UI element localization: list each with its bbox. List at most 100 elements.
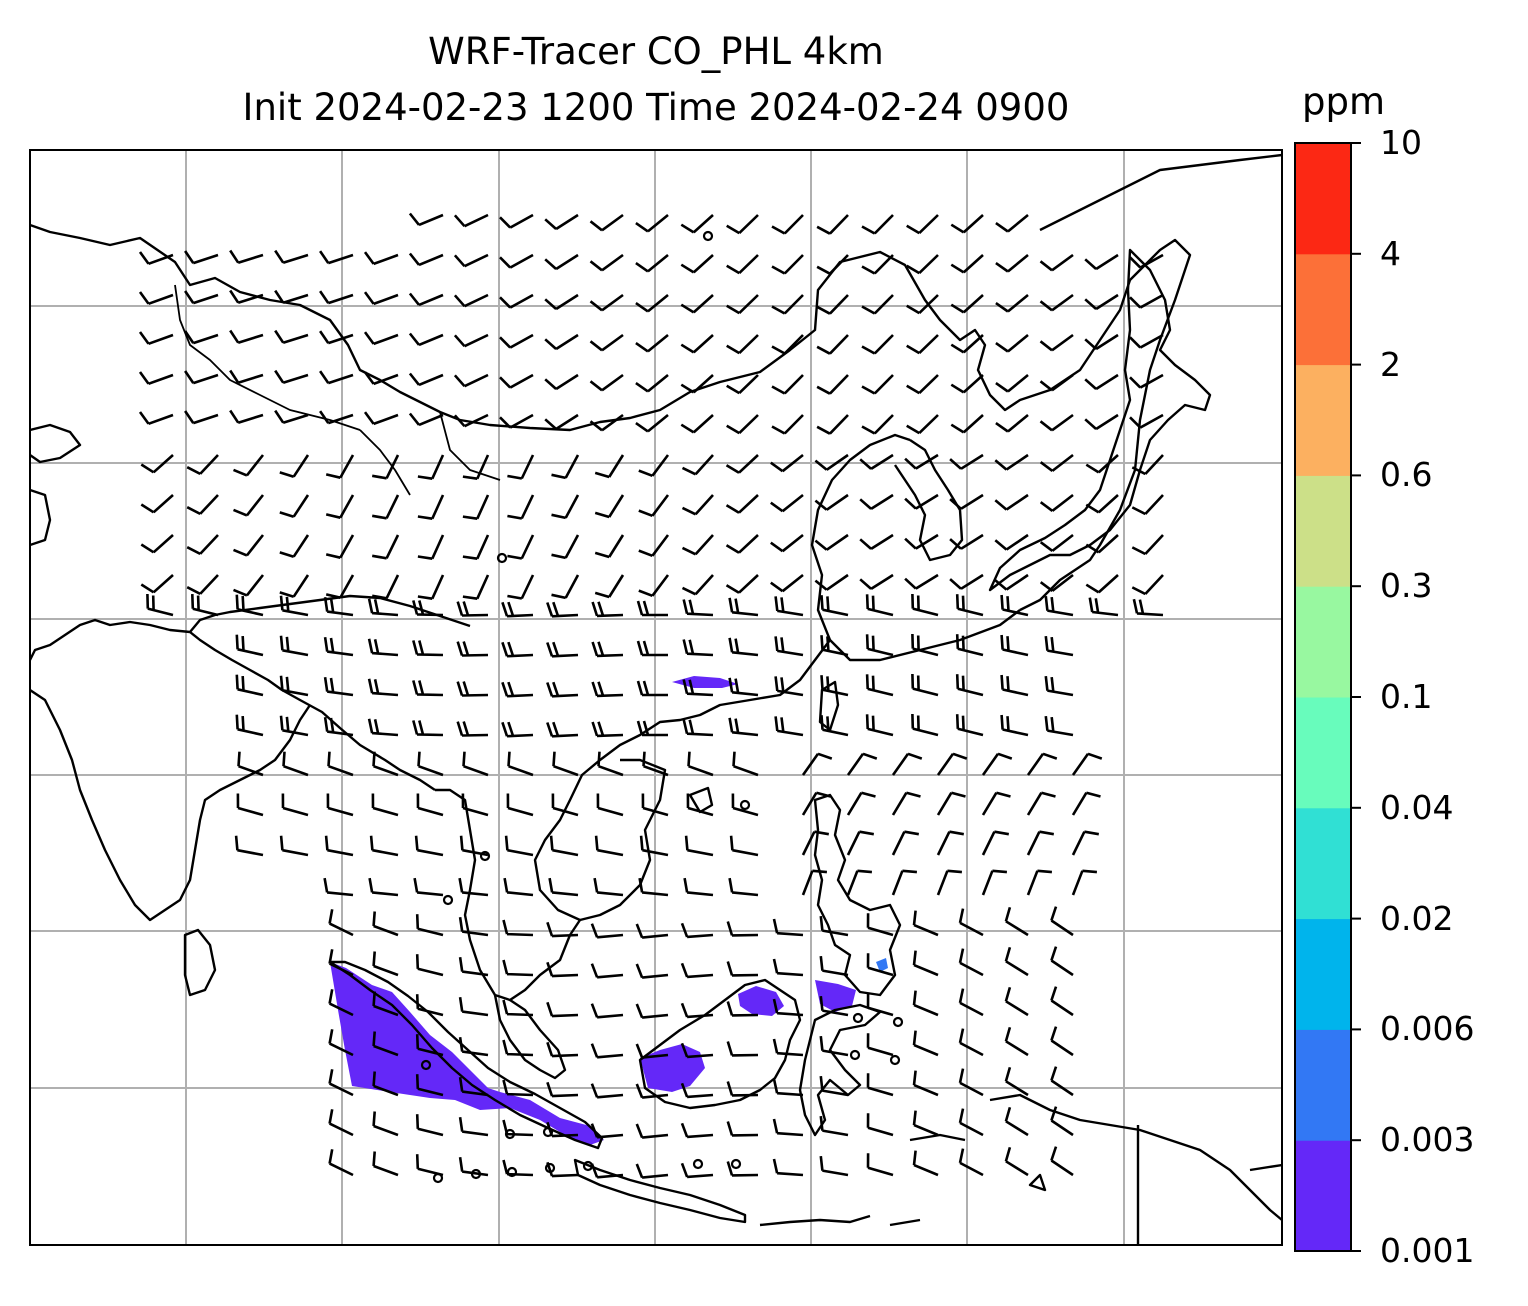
wind-barb	[372, 1151, 399, 1177]
wind-barb	[636, 720, 668, 737]
wind-barb	[949, 453, 984, 470]
wind-barb	[458, 1037, 489, 1057]
wind-barb	[1071, 830, 1100, 856]
wind-barb	[1039, 333, 1074, 352]
wind-barb	[638, 494, 670, 518]
wind-barb	[1039, 453, 1074, 472]
wind-barb	[412, 720, 444, 737]
calm-wind-circle	[470, 1168, 482, 1180]
wind-barb	[820, 635, 849, 657]
wind-barb	[502, 1119, 534, 1137]
colorbar-segment	[1295, 918, 1351, 1030]
wind-barb	[861, 214, 894, 235]
wind-barb	[506, 793, 534, 817]
colorbar-tick-label: 0.1	[1380, 677, 1433, 716]
wind-barb	[681, 494, 714, 516]
wind-barb	[816, 294, 849, 315]
wind-barb	[323, 877, 354, 897]
wind-barb	[728, 597, 759, 617]
wind-barb	[458, 997, 489, 1017]
wind-barb	[725, 574, 759, 594]
wind-barb	[728, 637, 759, 657]
wind-barb	[772, 918, 804, 937]
wind-barb	[415, 954, 444, 977]
wind-barb	[1039, 573, 1074, 592]
wind-barb	[502, 1039, 534, 1057]
wind-barb	[1039, 413, 1074, 432]
wind-barb	[684, 835, 714, 857]
wind-barb	[726, 294, 759, 315]
wind-barb	[772, 1078, 804, 1097]
tracer-plume-mindanao	[876, 958, 888, 972]
wind-barb	[680, 214, 714, 234]
wind-barb	[279, 494, 310, 518]
wind-barb	[408, 292, 444, 307]
wind-barb	[546, 921, 579, 938]
wind-barb	[819, 1115, 849, 1137]
wind-barb	[236, 793, 264, 817]
wind-barb	[138, 371, 174, 386]
wind-barb	[686, 793, 714, 817]
coastline-philippines	[813, 793, 902, 997]
wind-barb	[1131, 574, 1164, 596]
wind-barb	[1004, 946, 1029, 977]
wind-barb	[1026, 869, 1053, 896]
coastline-myanmar-bengal	[188, 594, 471, 791]
wind-barb	[772, 998, 804, 1017]
wind-barb	[417, 574, 445, 600]
wind-barb	[372, 951, 399, 977]
wind-barb	[274, 289, 309, 304]
wind-barb	[680, 334, 714, 354]
colorbar-tick-label: 0.3	[1380, 566, 1433, 606]
wind-barb	[1050, 1026, 1074, 1057]
calm-wind-circle	[496, 552, 508, 564]
calm-wind-markers	[420, 230, 904, 1184]
wind-barb	[726, 1081, 759, 1097]
wind-barb	[906, 374, 939, 395]
wind-barb	[1050, 1146, 1074, 1177]
wind-barbs	[138, 212, 1164, 1179]
wind-barb	[1026, 752, 1058, 776]
colorbar-tick-label: 0.6	[1380, 455, 1433, 495]
wind-barb	[279, 835, 309, 857]
wind-barb	[816, 374, 849, 395]
wind-barb	[866, 1073, 894, 1097]
wind-barb	[732, 751, 759, 777]
wind-barb	[372, 1031, 399, 1057]
wind-barb	[819, 955, 849, 977]
wind-barb	[994, 493, 1029, 511]
wind-barb	[229, 289, 264, 304]
calm-wind-circle	[479, 850, 491, 862]
wind-barb	[502, 919, 534, 937]
wind-barb	[950, 214, 984, 234]
wind-barb	[1004, 1146, 1029, 1177]
wind-barb	[995, 333, 1029, 353]
wind-barb	[1071, 791, 1101, 816]
wind-barb	[229, 249, 264, 264]
colorbar-tick-label: 0.02	[1380, 898, 1454, 938]
wind-barb	[731, 793, 759, 817]
wind-barb	[319, 290, 354, 305]
map-frame	[29, 149, 1283, 1246]
calm-wind-circle	[504, 1128, 516, 1140]
wind-barb	[1039, 493, 1074, 512]
wind-barb	[1129, 293, 1164, 309]
wind-barb	[1039, 373, 1074, 392]
wind-barb	[958, 1068, 984, 1097]
wind-barb	[417, 494, 445, 520]
coastline-china-east	[810, 433, 1021, 662]
wind-barb	[1044, 675, 1074, 697]
wind-barb	[184, 250, 219, 265]
wind-barb	[502, 999, 534, 1017]
wind-barb	[544, 253, 579, 271]
wind-barb	[590, 963, 624, 979]
wind-barb	[771, 414, 804, 435]
wind-barb	[1000, 634, 1029, 657]
wind-barb	[1000, 594, 1029, 617]
wind-barb	[546, 961, 579, 978]
colorbar-segment	[1295, 143, 1351, 255]
calm-wind-circle	[849, 1049, 861, 1061]
wind-barb	[635, 923, 669, 939]
wind-barb	[846, 830, 875, 856]
